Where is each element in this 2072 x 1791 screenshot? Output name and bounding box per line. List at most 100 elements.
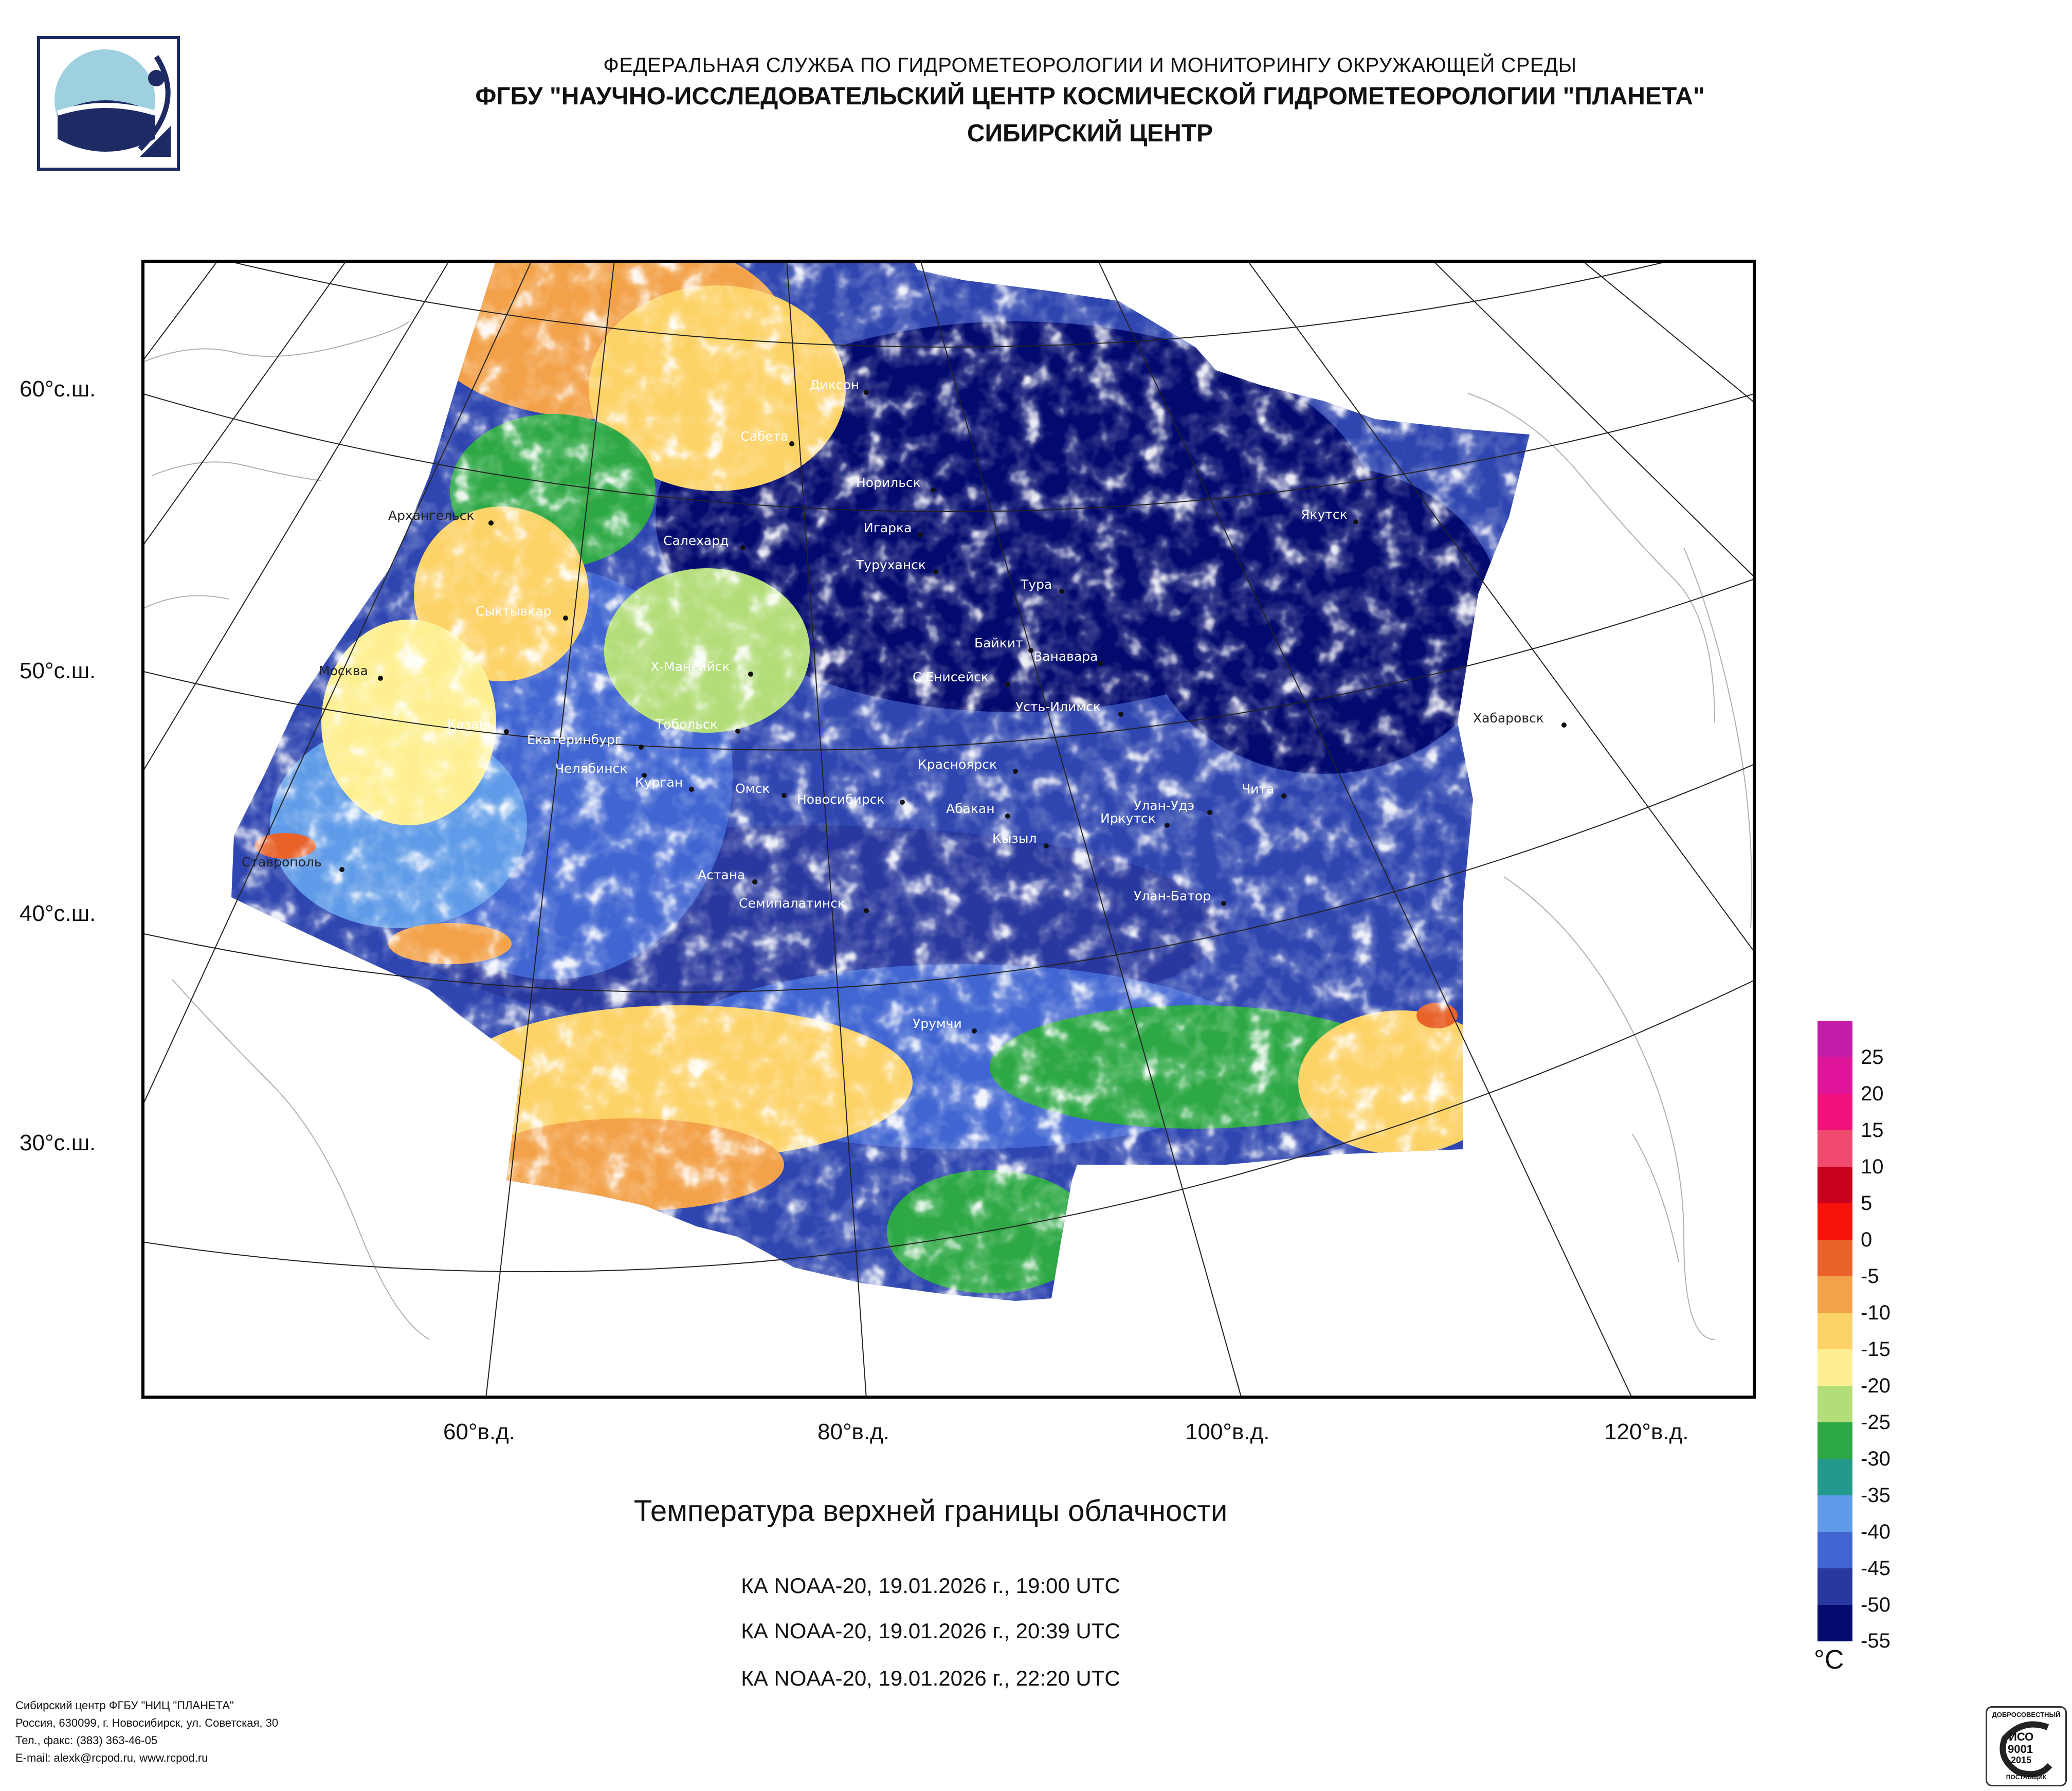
footer-line-4: E-mail: alexk@rcpod.ru, www.rcpod.ru [15, 1751, 208, 1764]
legend-swatch [1817, 1495, 1852, 1532]
agency-name: ФЕДЕРАЛЬНАЯ СЛУЖБА ПО ГИДРОМЕТЕОРОЛОГИИ … [603, 54, 1577, 77]
badge-iso3: -2015 [2008, 1755, 2032, 1765]
legend-swatch [1817, 1094, 1852, 1130]
map-frame [141, 260, 1756, 1399]
legend-label: -30 [1861, 1448, 1891, 1470]
legend-swatch [1817, 1276, 1852, 1313]
legend-label: 10 [1861, 1155, 1884, 1178]
city-dikson: Диксон [810, 377, 859, 392]
city-astana: Астана [698, 867, 745, 882]
footer-line-2: Россия, 630099, г. Новосибирск, ул. Сове… [15, 1716, 279, 1729]
legend-swatch [1817, 1203, 1852, 1240]
legend-swatch [1817, 1057, 1852, 1094]
legend-swatch [1817, 1386, 1852, 1422]
city-vanavara: Ванавара [1033, 649, 1098, 664]
iso-badge: ДОБРОСОВЕСТНЫЙ ИСО 9001 -2015 ПОСТАВЩИК [1986, 1706, 2067, 1786]
city-ulanbator: Улан-Батор [1134, 889, 1211, 903]
planeta-logo [37, 36, 180, 171]
city-arkhangelsk: Архангельск [388, 508, 475, 523]
legend-label: 5 [1861, 1192, 1873, 1215]
lat-label-50: 50°с.ш. [20, 658, 96, 683]
satellite-map: Диксон Сабета Норильск Архангельск Игарк… [141, 260, 1756, 1399]
footer-line-1: Сибирский центр ФГБУ "НИЦ "ПЛАНЕТА" [15, 1699, 234, 1712]
legend-swatch [1817, 1130, 1852, 1167]
legend-label: -55 [1861, 1630, 1891, 1652]
city-krasnoyarsk: Красноярск [918, 757, 997, 772]
city-chelyabinsk: Челябинск [555, 761, 627, 776]
city-norilsk: Норильск [856, 475, 921, 490]
lat-label-40: 40°с.ш. [20, 901, 96, 926]
legend-label: -50 [1861, 1594, 1891, 1616]
city-chita: Чита [1242, 782, 1274, 797]
city-salekhard: Салехард [663, 533, 729, 548]
city-syktyvkar: Сыктывкар [476, 604, 552, 619]
legend-label: -5 [1861, 1265, 1879, 1288]
legend-label: -10 [1861, 1301, 1891, 1324]
legend-label: -35 [1861, 1484, 1891, 1507]
city-kurgan: Курган [635, 775, 683, 790]
city-stavropol: Ставрополь [242, 855, 322, 870]
legend-swatch [1817, 1532, 1852, 1568]
legend-label: -15 [1861, 1338, 1891, 1361]
lat-label-60: 60°с.ш. [20, 376, 96, 402]
legend-swatch [1817, 1349, 1852, 1386]
city-turukhansk: Туруханск [856, 557, 926, 572]
legend-swatch [1817, 1568, 1852, 1605]
legend-label: -25 [1861, 1411, 1891, 1434]
city-sabeta: Сабета [740, 429, 788, 444]
city-yeniseysk: С.Енисейск [913, 670, 989, 684]
temperature-legend: 25 20 15 10 5 0 -5 -10 -15 -20 -25 -30 -35 -40 -45 -50 -… [1817, 1021, 1961, 1684]
legend-swatch [1817, 1459, 1852, 1495]
lat-label-30: 30°с.ш. [20, 1130, 96, 1155]
lon-label-100: 100°в.д. [1185, 1419, 1270, 1444]
lon-label-80: 80°в.д. [817, 1419, 890, 1444]
legend-label: -40 [1861, 1521, 1891, 1543]
legend-swatch [1817, 1021, 1852, 1057]
pass-2: КА NOAA-20, 19.01.2026 г., 20:39 UTC [741, 1619, 1120, 1643]
city-semipalatinsk: Семипалатинск [739, 896, 845, 911]
badge-top: ДОБРОСОВЕСТНЫЙ [1992, 1711, 2061, 1718]
city-moskva: Москва [319, 663, 368, 678]
legend-unit: °C [1814, 1645, 1844, 1675]
legend-label: 15 [1861, 1119, 1884, 1142]
lon-label-120: 120°в.д. [1604, 1419, 1689, 1444]
footer-contact: Сибирский центр ФГБУ "НИЦ "ПЛАНЕТА" Росс… [15, 1697, 278, 1767]
badge-iso1: ИСО [2009, 1730, 2034, 1743]
city-novosibirsk: Новосибирск [797, 792, 885, 807]
city-tura: Тура [1020, 577, 1052, 592]
city-kyzyl: Кызыл [992, 831, 1037, 846]
center-name: ФГБУ "НАУЧНО-ИССЛЕДОВАТЕЛЬСКИЙ ЦЕНТР КОС… [475, 83, 1705, 110]
city-abakan: Абакан [946, 801, 995, 816]
legend-label: 25 [1861, 1046, 1884, 1069]
legend-label: -45 [1861, 1557, 1891, 1580]
city-yakutsk: Якутск [1301, 507, 1348, 522]
city-khabarovsk: Хабаровск [1473, 711, 1544, 726]
map-title: Температура верхней границы облачности [633, 1494, 1228, 1528]
legend-swatch [1817, 1240, 1852, 1276]
lon-label-60: 60°в.д. [443, 1419, 516, 1444]
legend-label: -20 [1861, 1374, 1891, 1397]
city-yekaterinburg: Екатеринбург [527, 732, 622, 747]
badge-bottom: ПОСТАВЩИК [2006, 1774, 2047, 1781]
legend-swatch [1817, 1313, 1852, 1349]
legend-swatch [1817, 1605, 1852, 1641]
branch-name: СИБИРСКИЙ ЦЕНТР [967, 120, 1213, 147]
pass-3: КА NOAA-20, 19.01.2026 г., 22:20 UTC [741, 1666, 1120, 1690]
city-tobolsk: Тобольск [655, 717, 718, 732]
legend-label: 0 [1861, 1228, 1873, 1251]
city-kazan: Казань [447, 717, 495, 732]
legend-swatch [1817, 1422, 1852, 1459]
city-igarka: Игарка [864, 520, 912, 535]
city-khmansiysk: Х-Мансийск [650, 659, 730, 674]
city-irkutsk: Иркутск [1100, 811, 1156, 826]
legend-swatch [1817, 1167, 1852, 1203]
badge-iso2: 9001 [2008, 1743, 2033, 1756]
city-urumqi: Урумчи [913, 1016, 962, 1031]
footer-line-3: Тел., факс: (383) 363-46-05 [15, 1734, 158, 1747]
city-ustilimsk: Усть-Илимск [1015, 699, 1101, 714]
city-omsk: Омск [735, 781, 770, 796]
city-baikit: Байкит [974, 636, 1023, 650]
city-ulanude: Улан-Удэ [1134, 798, 1194, 813]
pass-1: КА NOAA-20, 19.01.2026 г., 19:00 UTC [741, 1573, 1120, 1598]
legend-label: 20 [1861, 1082, 1884, 1105]
